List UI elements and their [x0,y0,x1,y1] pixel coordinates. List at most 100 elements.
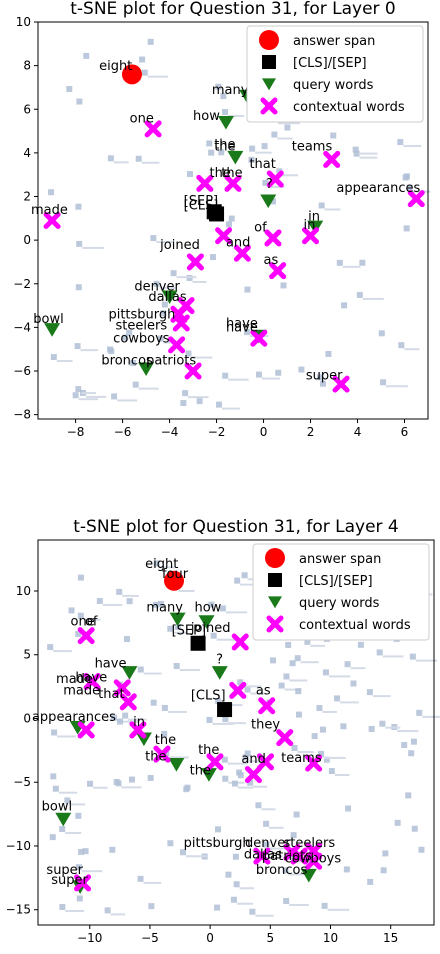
background-point [75,812,82,819]
word-label: in [303,218,315,233]
background-point [82,848,89,855]
background-point-label [176,276,197,279]
word-label: and [241,752,265,767]
background-point-label [110,913,126,916]
x-tick-label: 6 [401,425,409,439]
background-point [244,286,251,293]
y-tick-label: 10 [16,584,31,598]
background-point [263,841,270,848]
word-label: the [155,733,176,748]
background-point [75,864,82,871]
background-point [104,907,111,914]
contextual-word-point [266,170,284,188]
word-label: broncos [101,353,153,368]
background-point [356,291,363,298]
background-point [126,598,133,605]
background-point [416,709,423,716]
query-word-point [44,323,61,337]
background-point [210,254,217,261]
background-point [167,625,174,632]
x-tick-label: −2 [208,425,226,439]
background-point-label [56,360,73,363]
contextual-word-point [229,681,247,699]
background-point [167,840,174,847]
background-point-label [359,156,378,159]
background-point-label [53,650,72,653]
background-point [357,641,364,648]
background-point [219,605,226,612]
background-point [379,720,386,727]
background-point [72,392,79,399]
background-point-label [117,399,138,402]
background-point [290,832,297,839]
query-word-point [55,812,72,827]
legend-box [252,543,430,641]
word-label: made [56,672,93,687]
background-point-label [300,661,319,664]
word-label: as [256,683,271,698]
contextual-word-point [83,673,101,691]
background-point-label [385,726,401,729]
background-point [76,98,83,105]
background-point [107,155,114,162]
background-point [225,221,232,228]
word-label: the [221,166,242,181]
background-point [291,745,298,752]
y-tick-label: 0 [23,233,31,247]
background-point [222,775,229,782]
word-label: and [226,236,250,251]
background-point-label [169,756,189,759]
legend-marker [262,55,276,69]
background-point [109,846,116,853]
background-point [137,875,144,882]
legend-label: [CLS]/[SEP] [299,574,373,589]
background-point [278,682,285,689]
background-point [316,704,323,711]
background-point [304,638,311,645]
background-point [334,695,341,702]
background-point [78,848,85,855]
background-point [153,280,160,287]
legend-marker [268,573,282,587]
word-label: eight [99,59,132,74]
background-point [282,867,289,874]
background-point-label [250,692,267,695]
background-point-label [350,667,366,670]
contextual-word-point [407,190,425,208]
word-label: the [214,138,235,153]
background-point-label [278,122,300,125]
contextual-word-point [186,253,204,271]
word-label: bowl [42,799,72,814]
background-point-label [186,855,208,858]
word-label: have [226,321,258,336]
word-label: of [254,220,267,235]
background-point [380,867,387,874]
background-point-label [236,902,254,905]
background-point-label [83,618,101,621]
query-word-point [307,220,324,235]
background-point [294,655,301,662]
background-point-label [116,720,139,723]
background-point [116,588,123,595]
background-point [394,819,401,826]
contextual-word-point [119,693,137,711]
x-tick-label: −10 [77,931,102,945]
word-label: the [198,743,219,758]
background-point [261,143,268,150]
background-point-label [156,241,174,244]
query-word-point [211,666,228,680]
query-word-point [227,150,244,165]
background-point [222,716,229,723]
background-point-label [334,774,350,777]
background-point [47,644,54,651]
background-point [59,826,66,833]
background-point-label [397,730,419,733]
contextual-word-point [168,336,186,354]
background-point [242,754,249,761]
background-point [321,902,328,909]
background-point [343,866,350,873]
background-point-label [78,398,99,401]
contextual-word-point [253,847,271,865]
background-point [275,369,282,376]
background-point [187,171,194,178]
